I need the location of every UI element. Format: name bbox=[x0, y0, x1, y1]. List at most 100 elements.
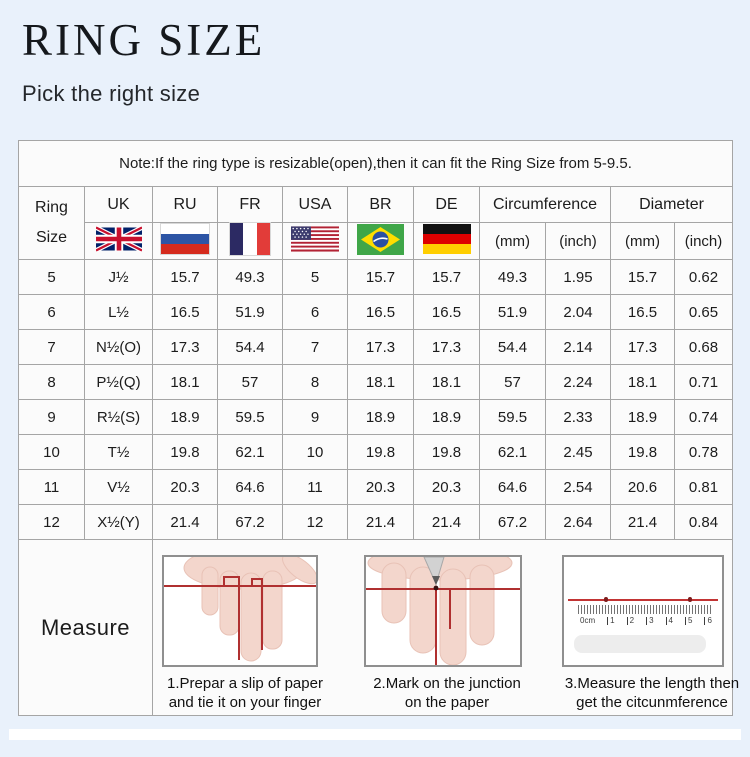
ruler-ticks bbox=[578, 604, 712, 614]
ruler-label: 6 bbox=[704, 616, 712, 625]
page-header: RING SIZE Pick the right size bbox=[0, 0, 750, 107]
table-cell: 62.1 bbox=[479, 434, 546, 470]
table-cell: 19.8 bbox=[610, 434, 675, 470]
table-cell: 5 bbox=[18, 259, 85, 295]
table-cell: 11 bbox=[18, 469, 85, 505]
ring-size-table-wrap: Note:If the ring type is resizable(open)… bbox=[17, 140, 739, 716]
ruler-label: 0cm bbox=[580, 615, 596, 625]
table-cell: 62.1 bbox=[217, 434, 283, 470]
table-cell: 64.6 bbox=[479, 469, 546, 505]
measure-row: Measure bbox=[18, 539, 739, 716]
table-cell: 0.71 bbox=[673, 364, 734, 400]
table-cell: 67.2 bbox=[217, 504, 283, 540]
table-cell: 49.3 bbox=[479, 259, 546, 295]
table-cell: 49.3 bbox=[217, 259, 283, 295]
table-cell: 57 bbox=[217, 364, 283, 400]
table-cell: 17.3 bbox=[413, 329, 480, 365]
table-cell: 16.5 bbox=[152, 294, 218, 330]
measure-step-1-caption: 1.Prepar a slip of paper and tie it on y… bbox=[167, 674, 323, 712]
hand-with-string-illustration bbox=[162, 554, 318, 667]
table-cell: X½(Y) bbox=[84, 504, 153, 540]
table-cell: 21.4 bbox=[610, 504, 675, 540]
bottom-white-strip bbox=[9, 729, 741, 740]
col-header-diameter: Diameter bbox=[609, 186, 734, 223]
ru-flag-icon bbox=[160, 223, 210, 255]
table-cell: 9 bbox=[18, 399, 85, 435]
table-cell: 0.68 bbox=[673, 329, 734, 365]
table-cell: 0.81 bbox=[673, 469, 734, 505]
table-row: 9 R½(S) 18.9 59.5 9 18.9 18.9 59.5 2.33 18.9 0.74 bbox=[18, 399, 734, 435]
table-cell: 15.7 bbox=[610, 259, 675, 295]
table-cell: 6 bbox=[18, 294, 85, 330]
table-cell: 7 bbox=[18, 329, 85, 365]
table-row: 10 T½ 19.8 62.1 10 19.8 19.8 62.1 2.45 19.8 0.78 bbox=[18, 434, 734, 470]
table-cell: 20.3 bbox=[152, 469, 218, 505]
table-cell: 2.45 bbox=[545, 434, 611, 470]
table-cell: 2.64 bbox=[545, 504, 611, 540]
table-cell: 9 bbox=[282, 399, 348, 435]
ru-flag-cell bbox=[152, 222, 218, 260]
header-row-flags: (mm) (inch) (mm) (inch) bbox=[19, 222, 734, 260]
string-knot bbox=[604, 596, 608, 602]
table-cell: 17.3 bbox=[347, 329, 414, 365]
measure-step-2-caption: 2.Mark on the junction on the paper bbox=[373, 674, 521, 712]
table-cell: 20.6 bbox=[610, 469, 675, 505]
usa-flag-icon bbox=[291, 224, 339, 254]
ruler-label: 1 bbox=[607, 616, 615, 625]
measuring-string bbox=[568, 598, 718, 601]
table-cell: 8 bbox=[18, 364, 85, 400]
ruler-label: 4 bbox=[665, 616, 673, 625]
table-cell: 67.2 bbox=[479, 504, 546, 540]
table-cell: 5 bbox=[282, 259, 348, 295]
ruler-label: 2 bbox=[626, 616, 634, 625]
table-cell: 54.4 bbox=[217, 329, 283, 365]
table-cell: 2.04 bbox=[545, 294, 611, 330]
ruler-label: 3 bbox=[646, 616, 654, 625]
table-cell: 16.5 bbox=[610, 294, 675, 330]
table-cell: 16.5 bbox=[413, 294, 480, 330]
note-text: Note:If the ring type is resizable(open)… bbox=[17, 140, 734, 187]
table-cell: 6 bbox=[282, 294, 348, 330]
table-row: 11 V½ 20.3 64.6 11 20.3 20.3 64.6 2.54 20.6 0.81 bbox=[18, 469, 734, 505]
table-cell: 15.7 bbox=[152, 259, 218, 295]
table-cell: 11 bbox=[282, 469, 348, 505]
table-cell: 0.74 bbox=[673, 399, 734, 435]
measure-figures-cell: 1.Prepar a slip of paper and tie it on y… bbox=[151, 539, 739, 716]
de-flag-cell bbox=[413, 222, 480, 260]
ruler-illustration: 0cm 1 2 3 4 5 6 bbox=[562, 554, 724, 667]
table-cell: 8 bbox=[282, 364, 348, 400]
measure-steps: 1.Prepar a slip of paper and tie it on y… bbox=[153, 543, 739, 713]
table-cell: 57 bbox=[479, 364, 546, 400]
hand-with-pen-mark-illustration bbox=[364, 554, 522, 667]
diameter-inch-header: (inch) bbox=[673, 222, 734, 260]
ring-size-line2: Size bbox=[35, 229, 68, 246]
uk-flag-cell bbox=[84, 222, 153, 260]
table-cell: 10 bbox=[18, 434, 85, 470]
table-cell: V½ bbox=[84, 469, 153, 505]
table-row: 8 P½(Q) 18.1 57 8 18.1 18.1 57 2.24 18.1 0.71 bbox=[18, 364, 734, 400]
table-cell: 20.3 bbox=[347, 469, 414, 505]
table-row: 7 N½(O) 17.3 54.4 7 17.3 17.3 54.4 2.14 17.3 0.68 bbox=[18, 329, 734, 365]
table-cell: 18.9 bbox=[610, 399, 675, 435]
measure-label: Measure bbox=[18, 539, 153, 716]
br-flag-icon bbox=[357, 223, 404, 255]
page-subtitle: Pick the right size bbox=[22, 81, 201, 106]
ring-size-header: Ring Size bbox=[18, 186, 85, 260]
table-cell: 17.3 bbox=[610, 329, 675, 365]
table-cell: 51.9 bbox=[479, 294, 546, 330]
col-header-usa: USA bbox=[282, 186, 348, 223]
table-cell: 7 bbox=[282, 329, 348, 365]
circumference-inch-header: (inch) bbox=[545, 222, 611, 260]
fr-flag-cell bbox=[217, 222, 283, 260]
table-cell: 64.6 bbox=[217, 469, 283, 505]
measure-step-2: 2.Mark on the junction on the paper bbox=[364, 554, 530, 713]
uk-flag-icon bbox=[95, 224, 142, 254]
table-cell: 18.1 bbox=[413, 364, 480, 400]
table-cell: 15.7 bbox=[413, 259, 480, 295]
table-cell: 59.5 bbox=[479, 399, 546, 435]
table-row: 12 X½(Y) 21.4 67.2 12 21.4 21.4 67.2 2.64 21.4 0.8… bbox=[18, 504, 734, 540]
table-cell: 17.3 bbox=[152, 329, 218, 365]
table-cell: R½(S) bbox=[84, 399, 153, 435]
table-cell: 0.78 bbox=[673, 434, 734, 470]
col-header-ru: RU bbox=[152, 186, 218, 223]
